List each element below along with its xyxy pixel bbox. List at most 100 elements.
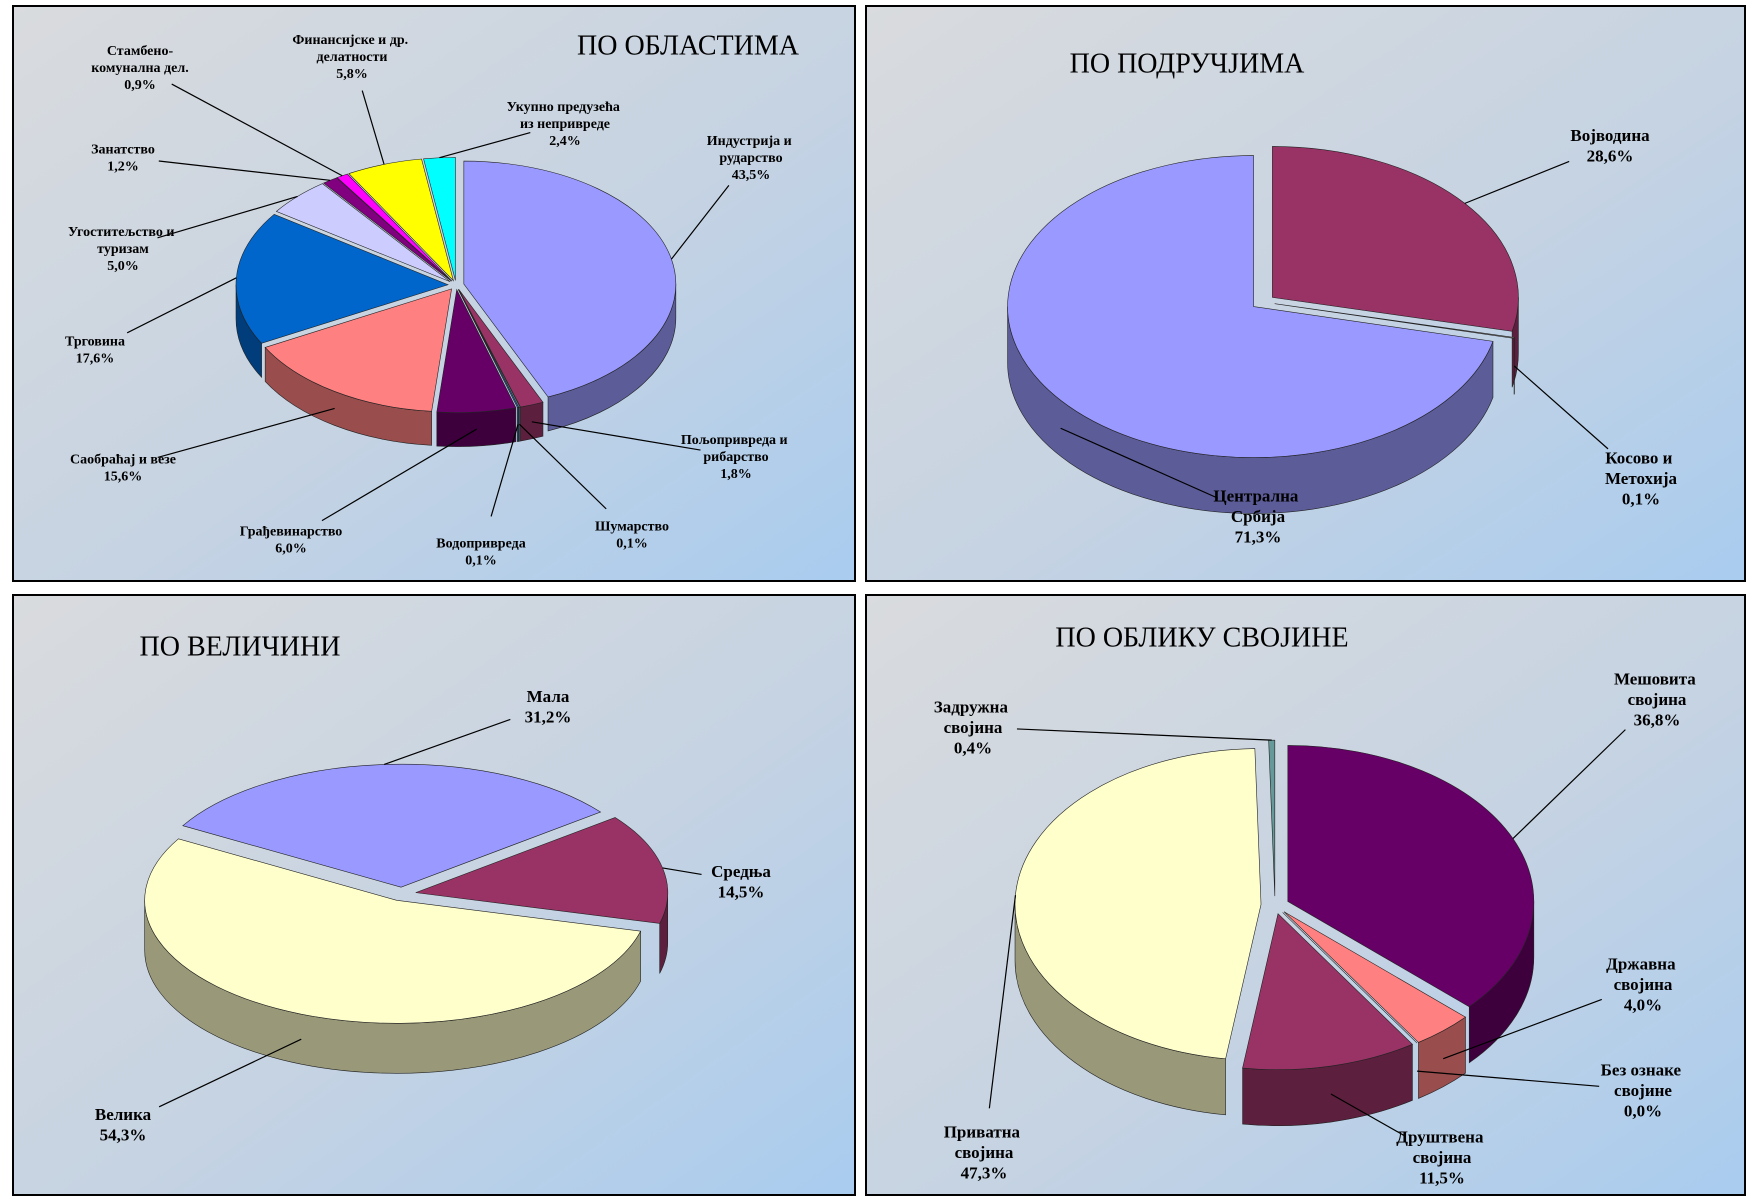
value-label: 71,3% — [1235, 528, 1282, 547]
label-line: Војводина — [1570, 126, 1650, 145]
leader-line — [518, 423, 607, 510]
slice-side — [520, 401, 544, 442]
slice-label: Средња — [711, 862, 771, 881]
leader-line — [158, 160, 331, 181]
leader-line — [171, 83, 343, 177]
slices — [144, 763, 669, 1024]
slice — [144, 838, 642, 1024]
slice-label: Финансијске и др. делатности — [292, 33, 411, 65]
label-line: комунална дел. — [91, 61, 188, 76]
slice-label: Трговина — [65, 335, 125, 350]
label-line: Средња — [711, 862, 771, 881]
slice — [264, 288, 452, 412]
slice-label: Државна својина — [1606, 955, 1680, 994]
chart-title: ПО ВЕЛИЧИНИ — [140, 631, 341, 662]
label-line: својина — [1413, 1148, 1472, 1167]
label-line: Финансијске и др. — [292, 33, 411, 48]
slice-label: Приватна својина — [944, 1123, 1025, 1162]
leader-line — [988, 895, 1017, 1109]
leader-line — [1464, 160, 1570, 204]
slice — [235, 213, 449, 344]
value-label: 14,5% — [718, 882, 765, 901]
slice — [1007, 155, 1494, 458]
slice — [1282, 912, 1418, 1044]
value-label: 0,1% — [1622, 490, 1660, 509]
slice — [1242, 913, 1413, 1070]
panel — [12, 5, 856, 582]
label-line: својина — [1614, 975, 1673, 994]
leader-line — [361, 90, 385, 165]
label-line: Стамбено- — [107, 44, 174, 59]
slice — [1287, 745, 1535, 1008]
label-line: својина — [955, 1143, 1014, 1162]
slice-label: Пољопривреда и рибарство — [681, 433, 791, 465]
slice — [336, 173, 453, 282]
leader-line — [490, 424, 519, 517]
value-label: 5,8% — [336, 67, 368, 82]
slice — [1272, 146, 1519, 332]
value-label: 28,6% — [1587, 146, 1634, 165]
value-label: 6,0% — [275, 541, 307, 556]
leader-line — [1513, 365, 1609, 450]
slice-label: Занатство — [91, 143, 155, 158]
slice-side — [436, 407, 517, 447]
slice — [457, 289, 520, 408]
label-line: Угоститељство и — [68, 225, 178, 240]
slice-label: Укупно предузећа из непривреде — [507, 100, 624, 132]
label-line: Србија — [1231, 507, 1286, 526]
slice — [436, 288, 517, 413]
leader-line — [1443, 998, 1602, 1060]
chart-title: ПО ОБЛИКУ СВОЈИНЕ — [1055, 622, 1348, 653]
value-label: 43,5% — [732, 168, 771, 183]
label-line: Без ознаке — [1601, 1061, 1686, 1080]
value-label: 0,4% — [954, 739, 992, 758]
slice-label: Централна Србија — [1213, 487, 1302, 526]
label-line: Задружна — [934, 698, 1012, 717]
leader-line — [531, 421, 701, 451]
slice-label: Грађевинарство — [240, 525, 343, 540]
chart-title: ПО ОБЛАСТИМА — [577, 30, 800, 61]
slice — [458, 289, 544, 408]
leader-line — [670, 185, 730, 260]
slice-label: Индустрија и рударство — [707, 134, 795, 166]
leader-line — [439, 132, 531, 159]
value-label: 31,2% — [525, 707, 572, 726]
slice-label: Мала — [527, 687, 570, 706]
leader-line — [662, 867, 702, 876]
label-line: Шумарство — [595, 520, 669, 535]
slice — [1014, 748, 1262, 1060]
label-line: Трговина — [65, 335, 125, 350]
label-line: Приватна — [944, 1123, 1025, 1142]
label-line: Укупно предузећа — [507, 100, 624, 115]
label-line: Мала — [527, 687, 570, 706]
label-line: рибарство — [703, 450, 768, 465]
label-line: Косово и — [1605, 449, 1676, 468]
label-line: Водопривреда — [436, 537, 525, 552]
label-line: Саобраћај и везе — [70, 453, 176, 468]
leader-line — [158, 1038, 302, 1108]
leader-line — [1016, 728, 1272, 741]
value-label: 0,1% — [465, 553, 497, 568]
label-line: Занатство — [91, 143, 155, 158]
value-label: 4,0% — [1624, 996, 1662, 1015]
value-label: 0,0% — [1624, 1102, 1662, 1121]
value-label: 54,3% — [100, 1125, 147, 1144]
slice-label: Саобраћај и везе — [70, 453, 176, 468]
slice-label: Угоститељство и туризам — [68, 225, 178, 257]
value-label: 2,4% — [549, 134, 581, 149]
slice — [423, 157, 456, 281]
slice-label: Водопривреда — [436, 537, 525, 552]
slice-label: Шумарство — [595, 520, 669, 535]
slice-label: Друштвена својина — [1396, 1128, 1487, 1167]
label-line: Мешовита — [1614, 670, 1700, 689]
leader-line — [1512, 729, 1626, 840]
value-label: 17,6% — [76, 351, 115, 366]
slice — [1283, 911, 1467, 1043]
slice-label: Војводина — [1570, 126, 1650, 145]
leader-line — [157, 407, 335, 458]
value-label: 47,3% — [961, 1164, 1008, 1183]
label-line: делатности — [317, 50, 388, 65]
value-label: 11,5% — [1419, 1169, 1465, 1188]
label-line: из непривреде — [520, 117, 610, 132]
